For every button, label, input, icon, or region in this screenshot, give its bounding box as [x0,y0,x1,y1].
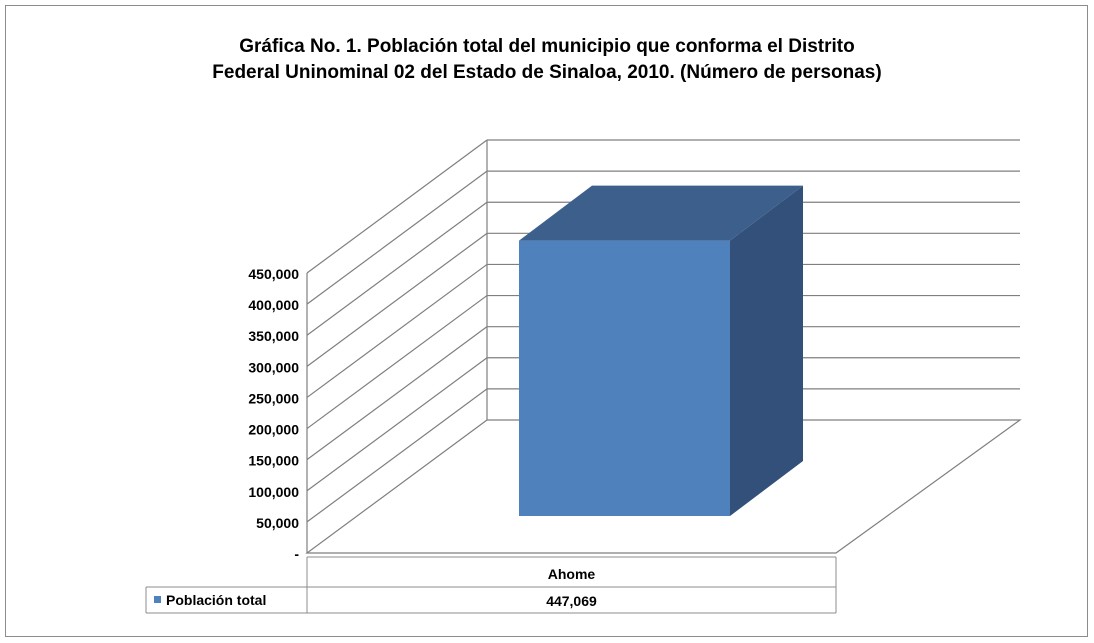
chart-floor [305,419,1022,554]
chart-gridline-side [306,139,488,274]
chart-bars [519,185,803,516]
chart-gridline-side [306,295,488,430]
bar-side-face [730,185,803,516]
chart-y-tick-labels: - 50,000 100,000 150,000 200,000 250,000 300,0… [248,266,299,562]
y-tick-label: 200,000 [248,422,299,438]
y-tick-label: 250,000 [248,390,299,406]
chart-gridline-side [306,388,488,523]
bar-front-face [519,240,730,516]
y-tick-label: 150,000 [248,453,299,469]
chart-gridline-side [306,170,488,305]
bar-top-face [519,185,803,241]
y-tick-label: 100,000 [248,484,299,500]
data-value-label: 447,069 [546,593,597,609]
legend-key [154,596,161,603]
chart-gridline-side [306,232,488,367]
chart-gridline-side [306,326,488,461]
chart-gridline-side [306,357,488,492]
y-tick-label: 450,000 [248,266,299,282]
y-tick-label: - [294,546,299,562]
chart-title-line2: Federal Uninominal 02 del Estado de Sina… [212,62,882,83]
chart-data-table: Ahome Población total 447,069 [145,556,837,614]
bar-ahome [519,185,803,516]
chart-gridline-side [306,201,488,336]
legend-series-name: Población total [166,592,266,608]
x-category-label: Ahome [548,566,596,582]
y-tick-label: 400,000 [248,297,299,313]
chart-title-line1: Gráfica No. 1. Población total del munic… [239,36,855,57]
chart-title: Gráfica No. 1. Población total del munic… [0,34,1094,86]
y-tick-label: 300,000 [248,359,299,375]
chart-walls [305,140,1022,554]
y-tick-label: 50,000 [256,515,299,531]
y-tick-label: 350,000 [248,328,299,344]
chart-gridline-side [306,263,488,398]
